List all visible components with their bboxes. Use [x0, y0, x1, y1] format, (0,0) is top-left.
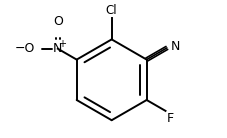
Text: −O: −O	[15, 42, 35, 55]
Text: N: N	[170, 40, 179, 53]
Text: Cl: Cl	[105, 4, 117, 17]
Text: +: +	[57, 39, 65, 49]
Text: F: F	[166, 112, 173, 125]
Text: O: O	[53, 15, 62, 28]
Text: N: N	[53, 42, 62, 55]
